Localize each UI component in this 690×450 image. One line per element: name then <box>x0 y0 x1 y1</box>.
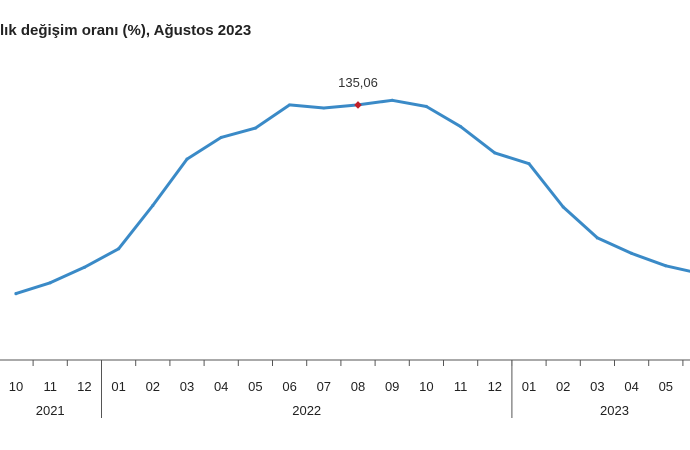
data-point <box>459 124 463 129</box>
data-point <box>664 264 668 268</box>
x-tick-label: 07 <box>317 379 331 394</box>
x-tick-label: 12 <box>77 379 91 394</box>
data-point <box>82 265 86 269</box>
year-label: 2021 <box>36 403 65 418</box>
x-tick-label: 09 <box>385 379 399 394</box>
data-point <box>185 157 189 161</box>
x-tick-label: 04 <box>214 379 228 394</box>
x-tick-label: 05 <box>248 379 262 394</box>
data-point <box>14 292 18 296</box>
x-tick-label: 02 <box>556 379 570 394</box>
data-point <box>390 98 394 102</box>
data-point <box>527 162 531 166</box>
chart-title: lık değişim oranı (%), Ağustos 2023 <box>0 22 252 39</box>
data-point <box>424 104 428 109</box>
x-tick-label: 01 <box>111 379 125 394</box>
x-tick-label: 03 <box>590 379 604 394</box>
x-tick-label: 10 <box>9 379 23 394</box>
x-tick-label: 11 <box>43 379 57 394</box>
x-tick-label: 08 <box>351 379 365 394</box>
x-tick-label: 12 <box>488 379 502 394</box>
data-point <box>595 236 600 240</box>
x-tick-label: 01 <box>522 379 536 394</box>
x-tick-label: 10 <box>419 379 433 394</box>
x-tick-label: 03 <box>180 379 194 394</box>
data-point <box>322 106 326 110</box>
x-tick-label: 02 <box>146 379 160 394</box>
x-tick-label: 05 <box>659 379 673 394</box>
data-point <box>117 247 121 251</box>
data-point <box>219 135 223 140</box>
data-point <box>253 126 257 130</box>
year-label: 2023 <box>600 403 629 418</box>
data-point <box>561 205 565 209</box>
data-point <box>288 103 292 107</box>
data-label: 135,06 <box>338 75 378 90</box>
data-point <box>48 281 52 285</box>
highlight-marker <box>354 101 362 109</box>
label-layer: 135,06 <box>338 75 378 109</box>
year-label: 2022 <box>292 403 321 418</box>
data-point <box>151 203 155 208</box>
series-line <box>14 98 690 296</box>
data-point <box>493 151 497 155</box>
x-tick-label: 06 <box>282 379 296 394</box>
x-axis: 10 11 12 01 02 03 04 05 06 07 08 09 10 11 12 01 02 03 04 05… <box>0 359 690 418</box>
x-tick-label: 04 <box>624 379 638 394</box>
x-tick-label: 11 <box>454 379 468 394</box>
series-layer <box>14 98 690 296</box>
data-point <box>630 251 634 256</box>
